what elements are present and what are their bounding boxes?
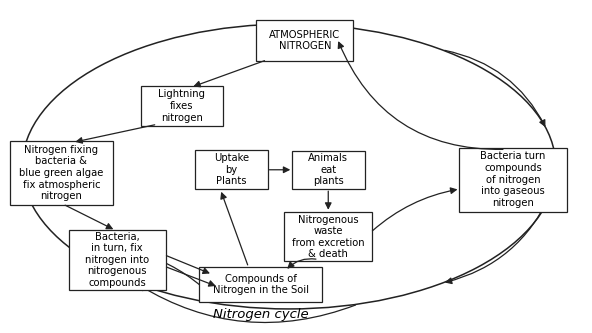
FancyBboxPatch shape [195, 150, 268, 189]
Text: Lightning
fixes
nitrogen: Lightning fixes nitrogen [158, 89, 205, 123]
Text: Nitrogen fixing
bacteria &
blue green algae
fix atmospheric
nitrogen: Nitrogen fixing bacteria & blue green al… [19, 145, 104, 201]
Text: Bacteria turn
compounds
of nitrogen
into gaseous
nitrogen: Bacteria turn compounds of nitrogen into… [480, 152, 546, 208]
FancyBboxPatch shape [292, 151, 365, 188]
Text: Animals
eat
plants: Animals eat plants [308, 153, 348, 186]
FancyBboxPatch shape [256, 20, 353, 61]
Text: Nitrogen cycle: Nitrogen cycle [213, 308, 308, 321]
Text: Uptake
by
Plants: Uptake by Plants [214, 153, 249, 186]
FancyBboxPatch shape [140, 86, 223, 126]
FancyBboxPatch shape [200, 267, 323, 302]
Text: Compounds of
Nitrogen in the Soil: Compounds of Nitrogen in the Soil [213, 274, 309, 295]
Text: Bacteria,
in turn, fix
nitrogen into
nitrogenous
compounds: Bacteria, in turn, fix nitrogen into nit… [85, 232, 149, 288]
FancyBboxPatch shape [10, 141, 112, 205]
Text: ATMOSPHERIC
NITROGEN: ATMOSPHERIC NITROGEN [269, 30, 340, 51]
FancyBboxPatch shape [284, 212, 372, 261]
FancyBboxPatch shape [69, 229, 166, 290]
Text: Nitrogenous
waste
from excretion
& death: Nitrogenous waste from excretion & death [292, 214, 365, 259]
FancyBboxPatch shape [459, 148, 567, 211]
